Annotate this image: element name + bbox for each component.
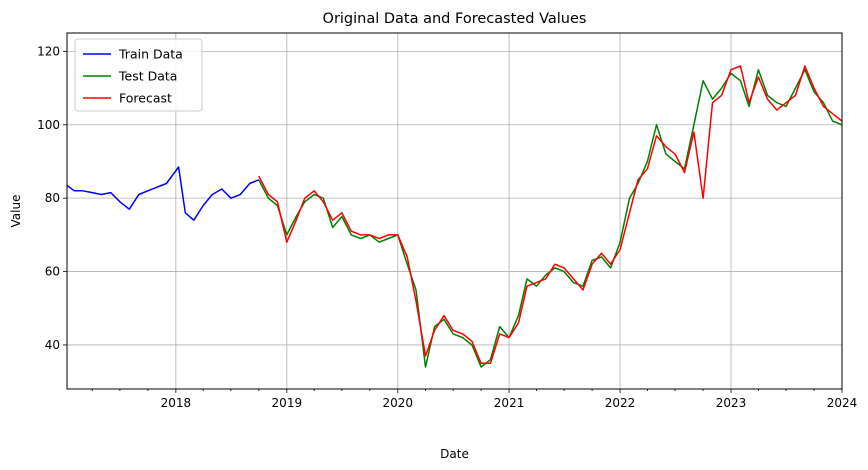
y-tick-label: 100 <box>37 118 60 132</box>
y-tick-label: 60 <box>45 265 60 279</box>
legend-label: Forecast <box>119 91 172 106</box>
legend: Train Data Test Data Forecast <box>74 38 203 112</box>
y-axis-label: Value <box>9 195 23 228</box>
y-tick-label: 40 <box>45 338 60 352</box>
legend-box <box>74 38 203 112</box>
series-line-forecast <box>258 65 843 365</box>
x-tick-label: 2020 <box>383 396 414 410</box>
series-lines <box>66 65 843 368</box>
y-tick-label: 120 <box>37 44 60 58</box>
y-tick-label: 80 <box>45 191 60 205</box>
series-line-train-data <box>66 166 260 221</box>
chart-title: Original Data and Forecasted Values <box>323 11 587 27</box>
x-tick-label: 2023 <box>716 396 747 410</box>
x-tick-label: 2024 <box>827 396 858 410</box>
x-tick-label: 2022 <box>605 396 636 410</box>
x-axis-label: Date <box>440 447 469 461</box>
x-tick-label: 2018 <box>161 396 192 410</box>
x-tick-label: 2021 <box>494 396 525 410</box>
x-axis: 2018 2019 2020 2021 2022 2023 2024 <box>91 389 858 410</box>
legend-label: Train Data <box>118 47 183 62</box>
plot-frame <box>66 32 843 390</box>
x-tick-label: 2019 <box>272 396 303 410</box>
legend-label: Test Data <box>118 69 177 84</box>
series-line-test-data <box>258 68 843 368</box>
y-axis: 40 60 80 100 120 <box>37 44 67 352</box>
